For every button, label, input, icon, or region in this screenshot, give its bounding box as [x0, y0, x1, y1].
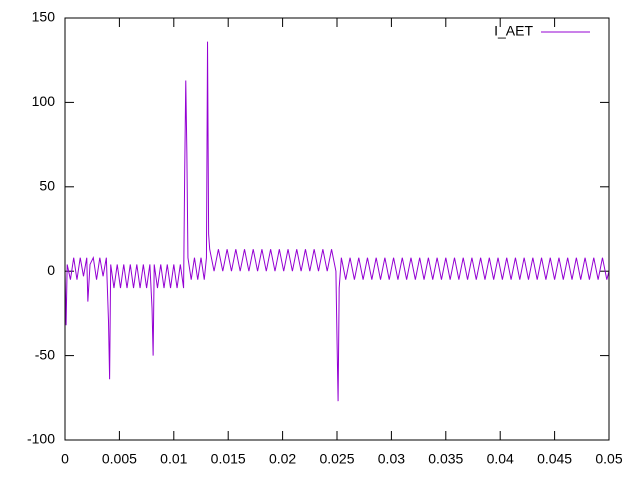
y-tick-label: 100 [32, 93, 56, 109]
y-tick-label: 0 [47, 262, 55, 278]
y-tick-label: -50 [35, 346, 55, 362]
x-tick-label: 0.015 [211, 451, 246, 467]
x-tick-label: 0.05 [595, 451, 622, 467]
x-tick-label: 0.01 [160, 451, 187, 467]
x-tick-label: 0.035 [428, 451, 463, 467]
x-tick-label: 0 [61, 451, 69, 467]
x-tick-label: 0.02 [269, 451, 296, 467]
y-tick-label: -100 [27, 431, 55, 447]
plot-border [64, 17, 610, 441]
legend-label: I_AET [494, 23, 533, 39]
y-tick-label: 150 [32, 9, 56, 25]
y-tick-label: 50 [39, 178, 55, 194]
x-tick-label: 0.04 [487, 451, 514, 467]
x-tick-label: 0.045 [537, 451, 572, 467]
x-tick-label: 0.03 [378, 451, 405, 467]
x-tick-label: 0.005 [102, 451, 137, 467]
x-tick-label: 0.025 [319, 451, 354, 467]
data-line [64, 41, 610, 402]
